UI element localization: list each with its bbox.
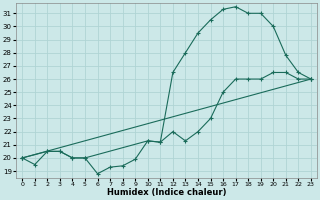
X-axis label: Humidex (Indice chaleur): Humidex (Indice chaleur) xyxy=(107,188,226,197)
